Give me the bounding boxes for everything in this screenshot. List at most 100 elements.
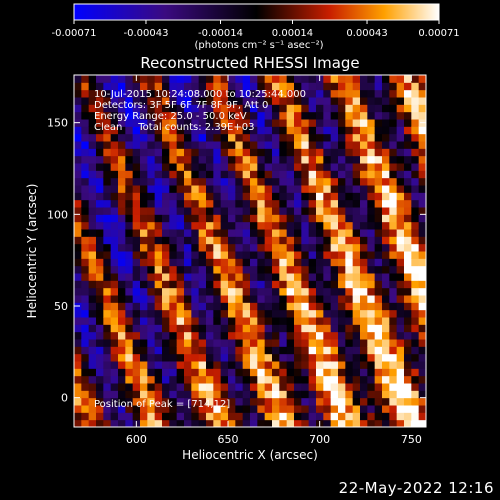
heatmap-cell bbox=[389, 265, 398, 274]
heatmap-cell bbox=[396, 419, 405, 427]
heatmap-cell bbox=[374, 309, 383, 318]
heatmap-cell bbox=[125, 89, 134, 98]
heatmap-cell bbox=[184, 280, 192, 289]
heatmap-cell bbox=[213, 155, 222, 164]
heatmap-cell bbox=[110, 295, 119, 303]
heatmap-cell bbox=[206, 221, 214, 230]
heatmap-cell bbox=[191, 258, 200, 267]
heatmap-cell bbox=[374, 104, 383, 113]
heatmap-cell bbox=[242, 405, 251, 413]
heatmap-cell bbox=[147, 126, 156, 135]
heatmap-cell bbox=[279, 148, 288, 157]
heatmap-cell bbox=[235, 368, 244, 377]
heatmap-cell bbox=[184, 177, 192, 186]
heatmap-cell bbox=[404, 82, 412, 91]
heatmap-cell bbox=[382, 265, 390, 274]
heatmap-cell bbox=[345, 383, 354, 391]
heatmap-cell bbox=[242, 265, 251, 274]
heatmap-cell bbox=[345, 170, 354, 179]
heatmap-cell bbox=[81, 295, 90, 303]
heatmap-cell bbox=[206, 375, 214, 384]
heatmap-cell bbox=[418, 375, 426, 384]
heatmap-cell bbox=[169, 126, 178, 135]
heatmap-cell bbox=[301, 302, 310, 311]
heatmap-cell bbox=[176, 251, 185, 259]
heatmap-cell bbox=[330, 265, 339, 274]
heatmap-cell bbox=[132, 163, 141, 171]
heatmap-cell bbox=[323, 390, 332, 399]
heatmap-cell bbox=[301, 324, 310, 333]
heatmap-cell bbox=[88, 346, 97, 355]
heatmap-cell bbox=[132, 177, 141, 186]
heatmap-cell bbox=[184, 221, 192, 230]
heatmap-cell bbox=[308, 383, 317, 391]
heatmap-cell bbox=[88, 119, 97, 127]
heatmap-cell bbox=[220, 192, 229, 201]
heatmap-cell bbox=[360, 353, 368, 362]
heatmap-cell bbox=[389, 280, 398, 289]
heatmap-cell bbox=[198, 273, 207, 281]
heatmap-cell bbox=[382, 126, 390, 135]
heatmap-cell bbox=[176, 163, 185, 171]
heatmap-cell bbox=[411, 207, 420, 215]
heatmap-cell bbox=[330, 89, 339, 98]
heatmap-cell bbox=[250, 82, 258, 91]
heatmap-cell bbox=[191, 280, 200, 289]
heatmap-cell bbox=[396, 97, 405, 105]
heatmap-cell bbox=[140, 317, 148, 325]
heatmap-cell bbox=[323, 331, 332, 340]
heatmap-cell bbox=[213, 405, 222, 413]
heatmap-cell bbox=[250, 243, 258, 252]
heatmap-cell bbox=[176, 207, 185, 215]
heatmap-cell bbox=[257, 412, 266, 421]
heatmap-cell bbox=[294, 346, 302, 355]
heatmap-cell bbox=[411, 177, 420, 186]
heatmap-cell bbox=[154, 405, 163, 413]
heatmap-cell bbox=[316, 353, 324, 362]
heatmap-cell bbox=[272, 405, 280, 413]
heatmap-cell bbox=[374, 280, 383, 289]
heatmap-cell bbox=[213, 236, 222, 245]
heatmap-cell bbox=[110, 251, 119, 259]
heatmap-cell bbox=[360, 412, 368, 421]
heatmap-cell bbox=[169, 346, 178, 355]
heatmap-cell bbox=[308, 265, 317, 274]
heatmap-cell bbox=[140, 141, 148, 149]
heatmap-cell bbox=[88, 155, 97, 164]
heatmap-cell bbox=[206, 243, 214, 252]
heatmap-cell bbox=[220, 119, 229, 127]
heatmap-cell bbox=[352, 236, 361, 245]
heatmap-cell bbox=[191, 412, 200, 421]
heatmap-cell bbox=[110, 133, 119, 142]
heatmap-cell bbox=[360, 111, 368, 120]
heatmap-cell bbox=[323, 221, 332, 230]
heatmap-cell bbox=[279, 75, 288, 83]
heatmap bbox=[74, 75, 426, 427]
heatmap-cell bbox=[382, 111, 390, 120]
heatmap-cell bbox=[235, 317, 244, 325]
heatmap-cell bbox=[404, 221, 412, 230]
heatmap-cell bbox=[140, 236, 148, 245]
heatmap-cell bbox=[125, 207, 134, 215]
heatmap-cell bbox=[191, 331, 200, 340]
heatmap-cell bbox=[367, 419, 376, 427]
heatmap-cell bbox=[389, 163, 398, 171]
heatmap-cell bbox=[330, 111, 339, 120]
heatmap-cell bbox=[81, 185, 90, 193]
heatmap-cell bbox=[235, 412, 244, 421]
heatmap-cell bbox=[125, 199, 134, 208]
heatmap-cell bbox=[213, 265, 222, 274]
heatmap-cell bbox=[374, 126, 383, 135]
heatmap-cell bbox=[264, 287, 273, 296]
heatmap-cell bbox=[228, 89, 236, 98]
heatmap-cell bbox=[396, 236, 405, 245]
heatmap-cell bbox=[176, 192, 185, 201]
heatmap-cell bbox=[169, 221, 178, 230]
heatmap-cell bbox=[140, 170, 148, 179]
heatmap-cell bbox=[367, 133, 376, 142]
heatmap-cell bbox=[103, 287, 112, 296]
heatmap-cell bbox=[360, 295, 368, 303]
heatmap-cell bbox=[294, 126, 302, 135]
heatmap-cell bbox=[140, 133, 148, 142]
heatmap-cell bbox=[206, 412, 214, 421]
